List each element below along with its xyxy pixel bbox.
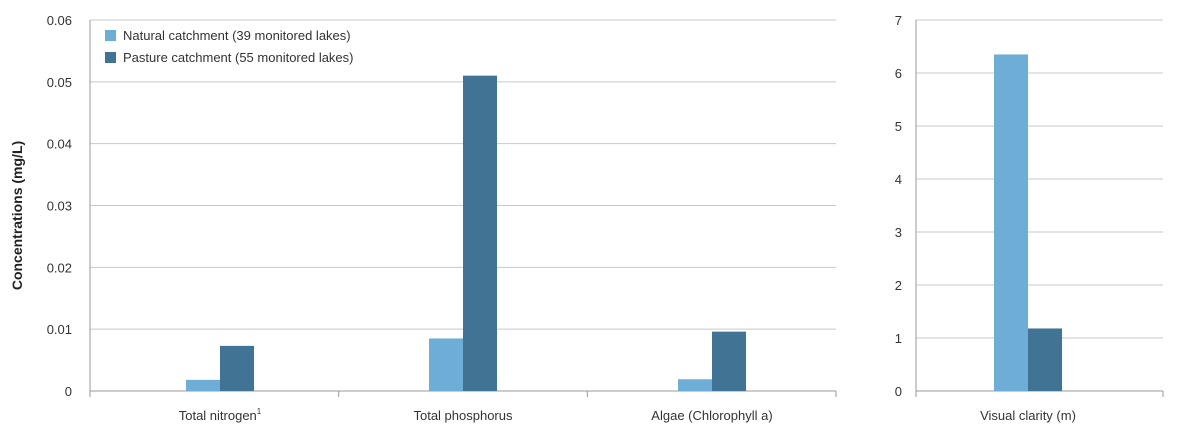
y-tick-label: 1 — [895, 331, 902, 346]
bar-natural-0 — [186, 379, 220, 391]
bar-natural-2 — [678, 379, 712, 391]
legend-label: Natural catchment (39 monitored lakes) — [123, 28, 351, 43]
y-tick-label: 2 — [895, 278, 902, 293]
y-tick-label: 0.03 — [47, 199, 72, 214]
concentrations-panel: 0 0.01 0.02 0.03 0.04 0.05 0.06 Total nitrogen1… — [9, 13, 837, 423]
y-tick-label: 5 — [895, 119, 902, 134]
y-tick-label: 0.02 — [47, 260, 72, 275]
category-label: Total nitrogen1 — [179, 407, 262, 423]
visual-clarity-panel: 0 1 2 3 4 5 6 7 Visual clarity (m) — [895, 13, 1164, 423]
bar-natural-0 — [994, 54, 1028, 391]
bar-pasture-0 — [1028, 328, 1062, 391]
legend-label: Pasture catchment (55 monitored lakes) — [123, 50, 354, 65]
y-tick-label: 3 — [895, 225, 902, 240]
legend-swatch-pasture — [105, 52, 116, 63]
legend: Natural catchment (39 monitored lakes) Pa… — [105, 28, 354, 65]
bar-pasture-2 — [712, 331, 746, 391]
y-tick-label: 0.05 — [47, 75, 72, 90]
y-tick-label: 4 — [895, 172, 902, 187]
bar-pasture-1 — [463, 75, 497, 392]
y-tick-label: 6 — [895, 66, 902, 81]
y-tick-label: 0.01 — [47, 322, 72, 337]
bar-natural-1 — [429, 338, 463, 391]
legend-swatch-natural — [105, 30, 116, 41]
category-label: Total phosphorus — [413, 408, 513, 423]
category-label: Visual clarity (m) — [980, 408, 1076, 423]
category-label: Algae (Chlorophyll a) — [651, 408, 772, 423]
bar-pasture-0 — [220, 345, 254, 391]
y-tick-label: 0 — [895, 384, 902, 399]
y-axis-label: Concentrations (mg/L) — [9, 141, 25, 290]
y-tick-label: 0.04 — [47, 137, 72, 152]
y-tick-label: 7 — [895, 13, 902, 28]
y-tick-label: 0 — [65, 384, 72, 399]
y-tick-label: 0.06 — [47, 13, 72, 28]
